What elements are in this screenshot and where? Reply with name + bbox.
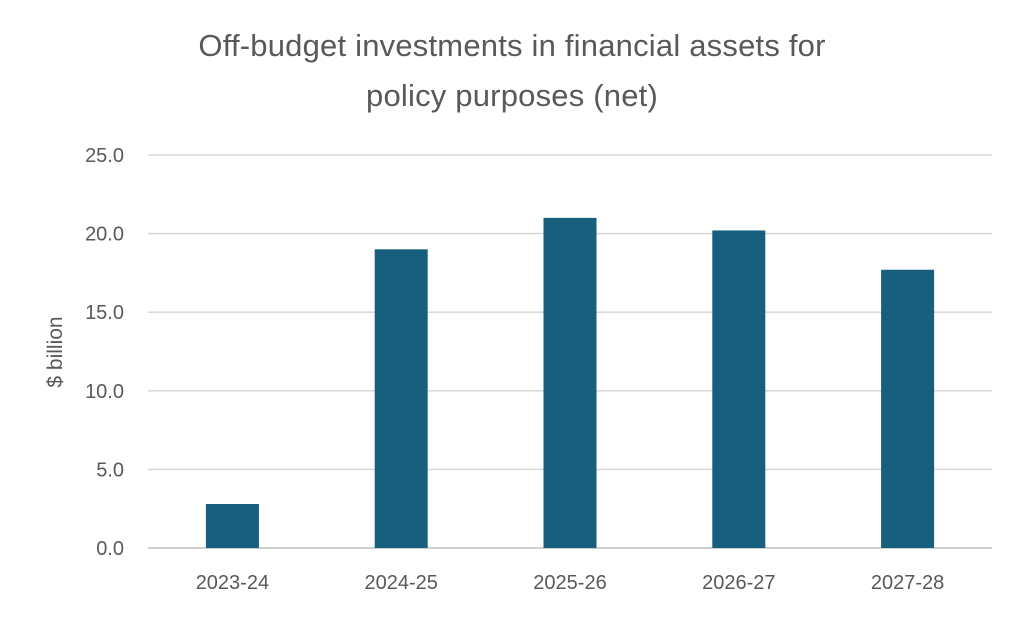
y-tick-label: 25.0: [85, 145, 124, 167]
x-tick-label: 2027-28: [871, 572, 944, 594]
y-axis-title: $ billion: [44, 316, 67, 387]
chart-title-line-1: Off-budget investments in financial asse…: [198, 28, 826, 63]
x-tick-label: 2023-24: [196, 572, 269, 594]
y-axis-ticks: 0.0 5.0 10.0 15.0 20.0 25.0: [85, 145, 124, 560]
bar-2027-28: [881, 269, 935, 548]
bar-2024-25: [374, 249, 428, 548]
y-tick-label: 20.0: [85, 224, 124, 246]
bar-2025-26: [543, 217, 597, 548]
y-tick-label: 5.0: [96, 459, 124, 481]
x-tick-label: 2026-27: [702, 572, 775, 594]
y-tick-label: 15.0: [85, 302, 124, 324]
x-axis-ticks: 2023-24 2024-25 2025-26 2026-27 2027-28: [196, 572, 945, 594]
bars: [205, 217, 935, 548]
bar-2023-24: [205, 503, 259, 548]
x-tick-label: 2024-25: [364, 572, 437, 594]
y-tick-label: 10.0: [85, 381, 124, 403]
bar-2026-27: [712, 230, 766, 548]
y-tick-label: 0.0: [96, 538, 124, 560]
chart-title-line-2: policy purposes (net): [366, 78, 658, 113]
x-tick-label: 2025-26: [533, 572, 606, 594]
